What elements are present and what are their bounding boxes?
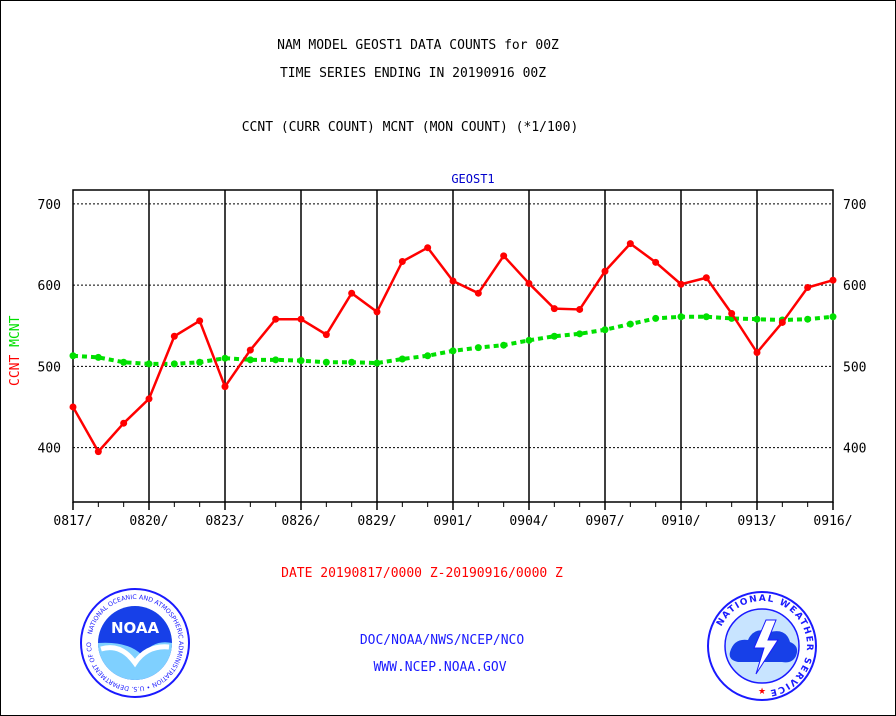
data-point-ccnt bbox=[500, 252, 508, 260]
data-point-mcnt bbox=[576, 330, 584, 338]
data-point-mcnt bbox=[702, 313, 710, 321]
data-point-mcnt bbox=[474, 344, 482, 352]
data-point-ccnt bbox=[702, 274, 710, 282]
nws-logo: NATIONAL WEATHER SERVICE ★ bbox=[707, 591, 817, 701]
data-point-mcnt bbox=[829, 313, 837, 321]
y-tick-label-left: 600 bbox=[38, 279, 61, 294]
data-point-ccnt bbox=[322, 331, 330, 339]
data-point-ccnt bbox=[348, 289, 356, 297]
data-point-mcnt bbox=[322, 358, 330, 366]
data-point-ccnt bbox=[246, 346, 254, 354]
x-tick-label: 0817/ bbox=[53, 514, 92, 529]
data-point-mcnt bbox=[804, 315, 812, 323]
data-point-ccnt bbox=[398, 258, 406, 265]
title-line-2: TIME SERIES ENDING IN 20190916 00Z bbox=[279, 66, 547, 81]
data-point-ccnt bbox=[677, 280, 685, 288]
time-series-chart: 400 400 500 500 600 600 700 700 0817/0820/0823/0… bbox=[8, 172, 866, 529]
x-tick-label: 0829/ bbox=[357, 514, 396, 529]
data-point-ccnt bbox=[626, 240, 634, 248]
data-point-ccnt bbox=[297, 315, 305, 323]
x-tick-label: 0910/ bbox=[661, 514, 700, 529]
data-point-mcnt bbox=[424, 352, 432, 360]
data-point-mcnt bbox=[170, 360, 178, 368]
data-point-ccnt bbox=[69, 403, 77, 411]
x-tick-label: 0901/ bbox=[433, 514, 472, 529]
x-tick-label: 0913/ bbox=[737, 514, 776, 529]
y-tick-label-right: 500 bbox=[843, 360, 866, 375]
x-tick-label: 0904/ bbox=[509, 514, 548, 529]
data-point-ccnt bbox=[804, 284, 812, 291]
data-point-mcnt bbox=[272, 356, 280, 364]
y-tick-label-left: 700 bbox=[38, 198, 61, 213]
data-point-mcnt bbox=[652, 314, 660, 322]
data-point-mcnt bbox=[449, 347, 457, 355]
title-line-3: CCNT (CURR COUNT) MCNT (MON COUNT) (*1/1… bbox=[241, 120, 579, 135]
data-point-ccnt bbox=[576, 305, 584, 313]
data-point-mcnt bbox=[246, 356, 254, 364]
data-point-mcnt bbox=[120, 358, 128, 366]
y-tick-label-right: 700 bbox=[843, 198, 866, 213]
data-point-mcnt bbox=[525, 336, 533, 344]
data-point-mcnt bbox=[550, 332, 558, 340]
data-point-ccnt bbox=[753, 349, 761, 356]
data-point-ccnt bbox=[373, 308, 381, 316]
data-point-mcnt bbox=[500, 341, 508, 349]
data-point-mcnt bbox=[601, 326, 609, 334]
data-point-mcnt bbox=[753, 315, 761, 323]
data-point-ccnt bbox=[424, 244, 432, 252]
data-point-ccnt bbox=[94, 448, 102, 456]
org-label: DOC/NOAA/NWS/NCEP/NCO bbox=[359, 633, 525, 648]
data-point-mcnt bbox=[373, 359, 381, 367]
data-point-mcnt bbox=[145, 360, 153, 368]
y-tick-label-right: 600 bbox=[843, 279, 866, 294]
title-line-1: NAM MODEL GEOST1 DATA COUNTS for 00Z bbox=[277, 38, 559, 53]
data-point-ccnt bbox=[145, 395, 153, 403]
y-tick-label-right: 400 bbox=[843, 442, 866, 457]
data-point-ccnt bbox=[170, 332, 178, 340]
data-point-ccnt bbox=[196, 317, 204, 325]
data-point-ccnt bbox=[449, 277, 457, 285]
y-axis-label-part: CCNT bbox=[8, 355, 23, 386]
data-point-ccnt bbox=[829, 276, 837, 284]
panel-title: GEOST1 bbox=[451, 172, 494, 186]
y-axis-label-part: MCNT bbox=[8, 315, 23, 354]
noaa-logo: NATIONAL OCEANIC AND ATMOSPHERIC ADMINIS… bbox=[79, 587, 190, 698]
x-tick-label: 0907/ bbox=[585, 514, 624, 529]
date-range-label: DATE 20190817/0000 Z-20190916/0000 Z bbox=[281, 566, 563, 581]
data-point-mcnt bbox=[196, 358, 204, 366]
y-tick-label-left: 500 bbox=[38, 360, 61, 375]
data-point-ccnt bbox=[601, 267, 609, 275]
x-tick-label: 0823/ bbox=[205, 514, 244, 529]
y-axis-label: CCNT MCNT bbox=[8, 315, 23, 386]
data-point-ccnt bbox=[728, 310, 736, 317]
noaa-logo-text: NOAA bbox=[111, 619, 160, 637]
data-point-ccnt bbox=[474, 289, 482, 297]
data-point-mcnt bbox=[626, 320, 634, 328]
data-point-ccnt bbox=[525, 279, 533, 287]
y-tick-label-left: 400 bbox=[38, 442, 61, 457]
x-tick-label: 0826/ bbox=[281, 514, 320, 529]
data-point-mcnt bbox=[677, 313, 685, 321]
data-point-mcnt bbox=[94, 353, 102, 361]
data-point-ccnt bbox=[778, 318, 786, 326]
data-point-mcnt bbox=[348, 358, 356, 366]
website-link[interactable]: WWW.NCEP.NOAA.GOV bbox=[373, 660, 507, 675]
x-tick-label: 0820/ bbox=[129, 514, 168, 529]
data-point-ccnt bbox=[550, 305, 558, 313]
data-point-mcnt bbox=[69, 352, 77, 360]
data-point-mcnt bbox=[297, 357, 305, 365]
data-point-ccnt bbox=[272, 315, 280, 323]
data-point-ccnt bbox=[652, 258, 660, 266]
data-point-mcnt bbox=[398, 355, 406, 363]
data-point-ccnt bbox=[221, 383, 229, 391]
data-point-mcnt bbox=[221, 354, 229, 362]
svg-text:★: ★ bbox=[758, 687, 766, 697]
data-point-ccnt bbox=[120, 419, 128, 427]
x-tick-label: 0916/ bbox=[813, 514, 852, 529]
